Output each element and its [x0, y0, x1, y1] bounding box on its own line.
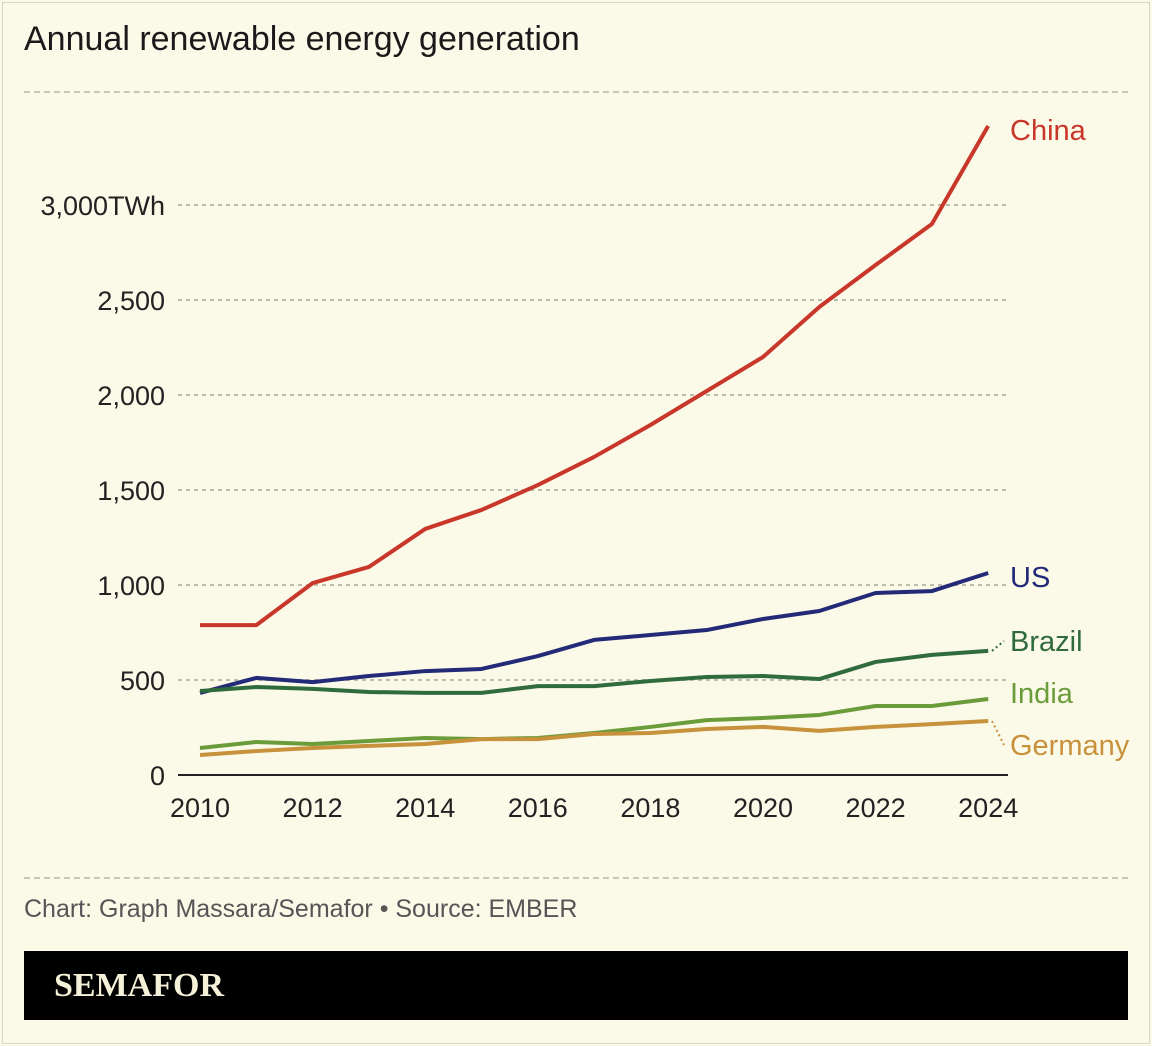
y-tick-label: 2,000	[97, 381, 165, 411]
y-tick-label: 1,500	[97, 476, 165, 506]
series-line-us	[199, 571, 989, 695]
y-tick-label: 3,000TWh	[40, 191, 165, 221]
x-tick-label: 2016	[508, 793, 568, 823]
y-tick-label: 2,500	[97, 286, 165, 316]
y-tick-label: 1,000	[97, 571, 165, 601]
series-label-brazil: Brazil	[1010, 626, 1083, 658]
leader-line	[991, 640, 1005, 652]
y-tick-label: 0	[150, 761, 165, 791]
series-label-india: India	[1010, 678, 1074, 710]
x-tick-label: 2014	[395, 793, 455, 823]
series-label-china: China	[1010, 115, 1087, 147]
series-line-china	[200, 124, 990, 628]
series-line-brazil	[199, 648, 989, 695]
leader-line	[991, 720, 1005, 746]
series-label-germany: Germany	[1010, 730, 1130, 762]
chart-title: Annual renewable energy generation	[24, 20, 580, 58]
y-tick-label: 500	[120, 666, 165, 696]
series-label-us: US	[1010, 562, 1050, 594]
x-tick-label: 2022	[846, 793, 906, 823]
brand-bar: SEMAFOR	[24, 951, 1128, 1020]
x-tick-label: 2018	[620, 793, 680, 823]
x-tick-label: 2010	[170, 793, 230, 823]
semafor-logo: SEMAFOR	[54, 967, 224, 1004]
x-tick-label: 2012	[283, 793, 343, 823]
top-divider	[24, 91, 1128, 93]
series-line-india	[199, 697, 989, 751]
series-line-germany	[199, 719, 989, 758]
source-credit: Chart: Graph Massara/Semafor • Source: E…	[24, 895, 578, 923]
x-tick-label: 2020	[733, 793, 793, 823]
x-tick-label: 2024	[958, 793, 1018, 823]
bottom-divider	[24, 877, 1128, 879]
